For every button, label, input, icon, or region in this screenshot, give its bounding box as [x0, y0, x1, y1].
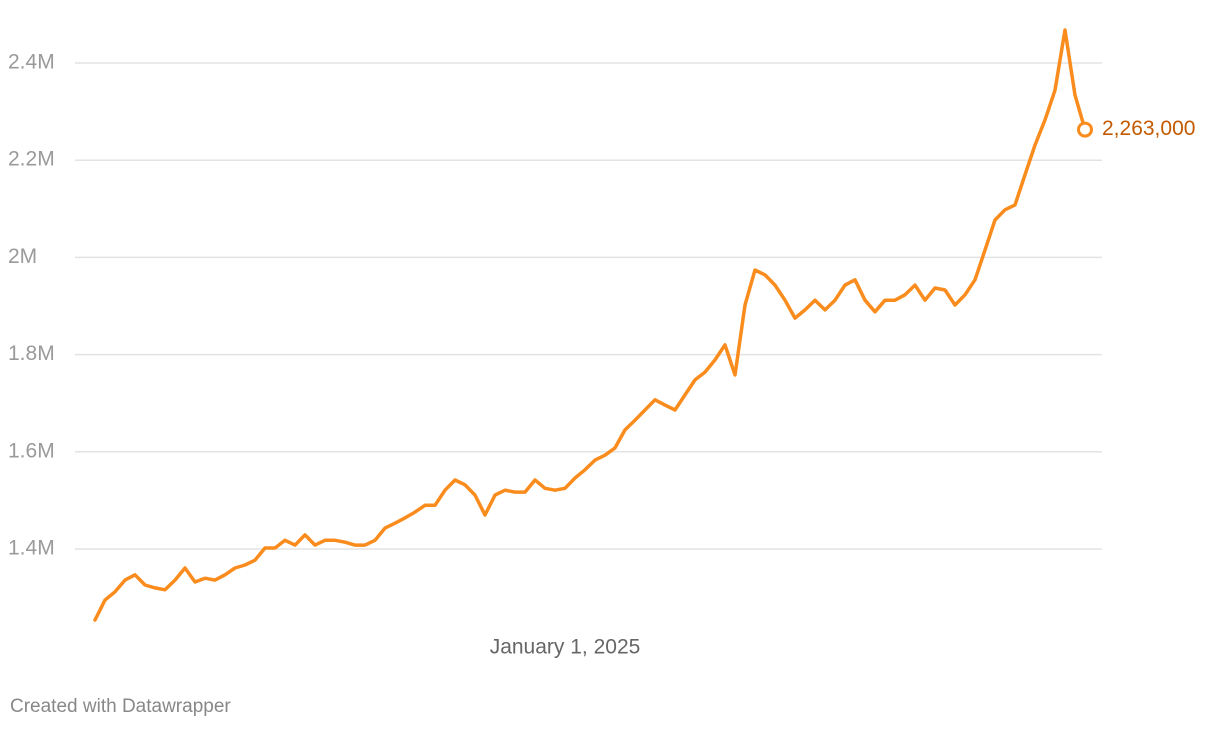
line [93, 28, 1087, 622]
value-label: 2,263,000 [1102, 117, 1195, 140]
x-tick-label: January 1, 2025 [490, 636, 641, 659]
y-tick-label: 2M [8, 245, 37, 268]
y-tick-label: 1.6M [8, 439, 55, 462]
y-tick-label: 1.4M [8, 537, 55, 560]
y-tick-label: 2.4M [8, 51, 55, 74]
plot: 2,263,000 [93, 28, 1195, 622]
y-tick-label: 2.2M [8, 148, 55, 171]
end-point [1077, 121, 1093, 138]
credit: Created with Datawrapper [10, 696, 231, 717]
grid: 1.4M 1.6M 1.8M 2M 2.2M 2.4M January 1, 2025 [8, 51, 1102, 659]
y-tick-label: 1.8M [8, 342, 55, 365]
